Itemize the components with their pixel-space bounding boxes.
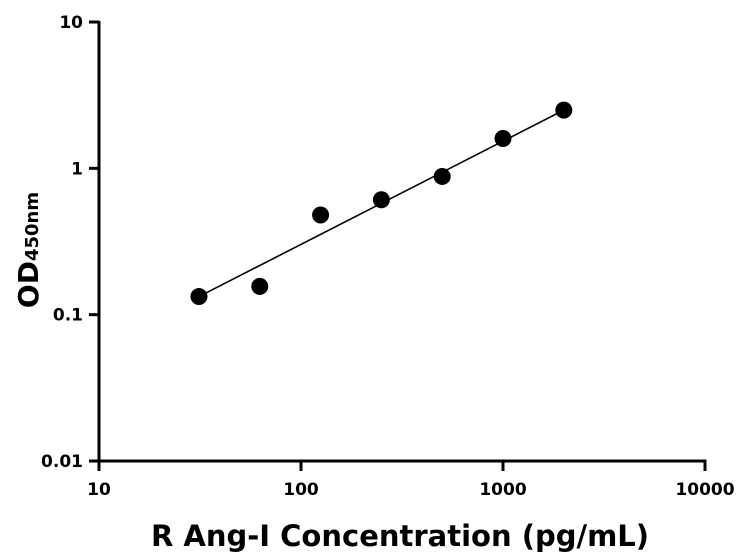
x-tick-label: 10000 (675, 480, 734, 500)
y-tick-label: 10 (59, 13, 83, 33)
x-axis-title: R Ang-I Concentration (pg/mL) (151, 519, 649, 553)
y-tick-label: 0.1 (53, 306, 83, 326)
data-point (555, 101, 573, 119)
y-axis-title: OD450nm (12, 192, 45, 308)
y-tick-label: 1 (71, 159, 83, 179)
data-points (190, 101, 573, 306)
data-point (494, 129, 512, 147)
y-axis-title-main: OD (12, 261, 45, 308)
x-tick-label: 10 (87, 480, 111, 500)
x-tick-label: 1000 (479, 480, 526, 500)
y-axis-ticks: 0.01 0.1 1 10 (41, 13, 99, 472)
y-tick-label: 0.01 (41, 452, 83, 472)
data-point (251, 277, 269, 295)
x-tick-label: 100 (283, 480, 319, 500)
data-point (190, 288, 208, 306)
data-point (433, 167, 451, 185)
data-point (372, 191, 390, 209)
x-axis-ticks: 10 100 1000 10000 (87, 461, 735, 500)
y-axis-title-sub: 450nm (22, 192, 43, 261)
data-point (312, 206, 330, 224)
